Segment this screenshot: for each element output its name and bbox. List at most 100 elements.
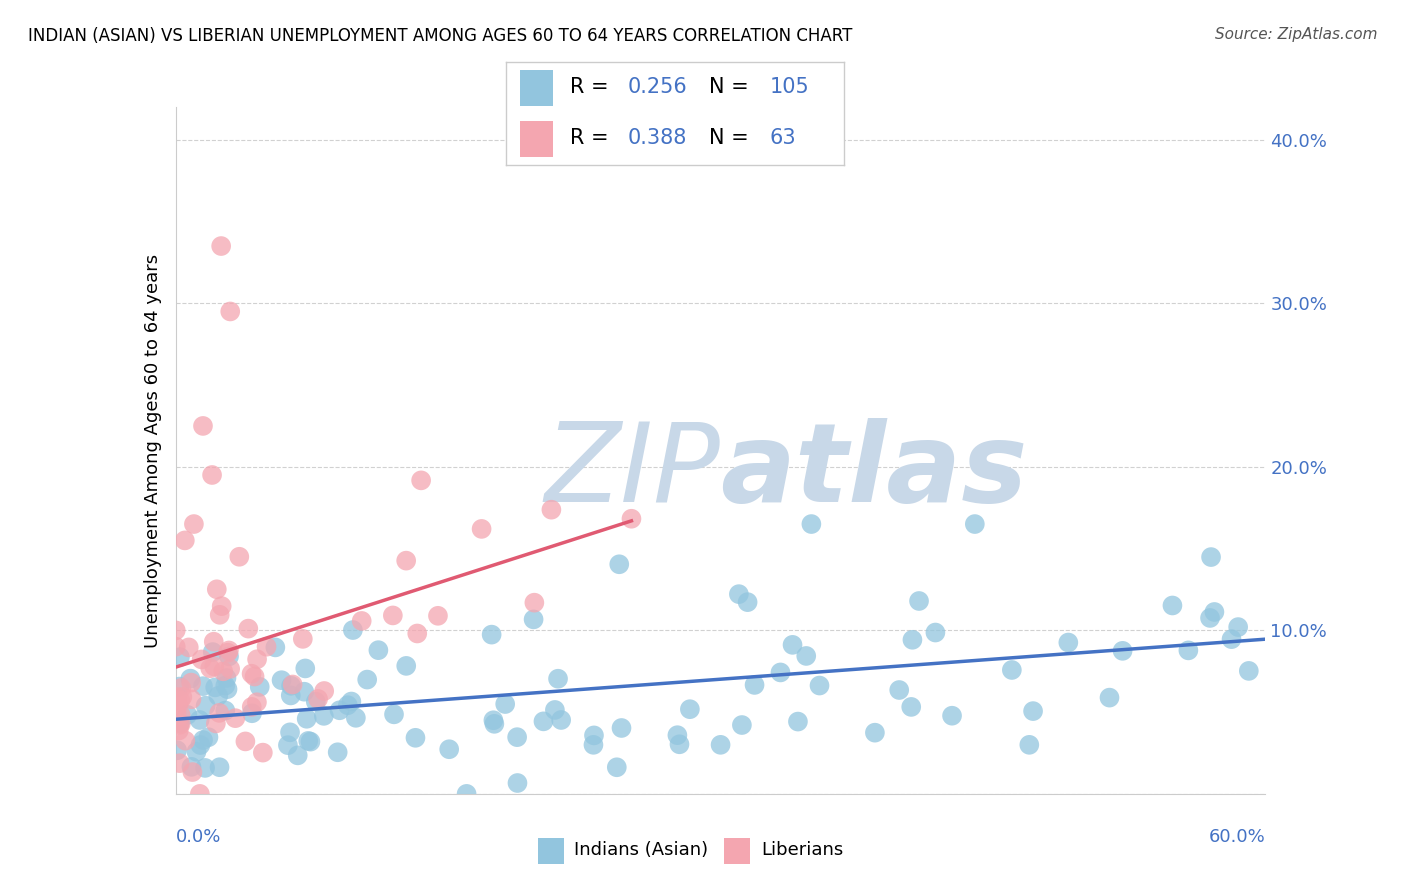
Text: R =: R = [571, 128, 616, 148]
Point [1057, 635, 1080, 649]
Point [197, 730, 219, 744]
Point [188, 713, 211, 727]
Point [173, 533, 195, 548]
Point [297, 734, 319, 748]
Point [228, 549, 250, 564]
Point [941, 708, 963, 723]
Point [1098, 690, 1121, 705]
Point [169, 718, 191, 732]
Point [482, 713, 505, 727]
Point [437, 742, 460, 756]
Point [180, 675, 202, 690]
Point [963, 516, 986, 531]
Point [166, 706, 188, 720]
Point [169, 716, 191, 731]
Point [314, 684, 336, 698]
Point [172, 690, 194, 704]
Point [312, 709, 335, 723]
Point [166, 690, 188, 704]
Point [214, 679, 236, 693]
Point [169, 707, 191, 722]
Point [194, 761, 217, 775]
Point [240, 699, 263, 714]
Point [523, 612, 546, 626]
Point [278, 725, 301, 739]
Point [737, 595, 759, 609]
Text: R =: R = [571, 77, 616, 97]
Point [484, 716, 506, 731]
Point [900, 700, 922, 714]
Point [305, 695, 328, 709]
Point [217, 646, 239, 660]
Text: 0.256: 0.256 [627, 77, 688, 97]
Point [506, 776, 529, 790]
Point [264, 640, 287, 655]
Point [381, 608, 404, 623]
Point [679, 702, 702, 716]
Point [205, 716, 228, 731]
Point [350, 614, 373, 628]
Point [170, 681, 193, 695]
Point [212, 665, 235, 679]
Point [169, 650, 191, 665]
Point [607, 558, 630, 572]
Point [547, 672, 569, 686]
Point [202, 634, 225, 648]
Point [201, 467, 224, 482]
Point [1022, 704, 1045, 718]
Point [190, 738, 212, 752]
Point [191, 733, 214, 747]
Point [481, 627, 503, 641]
Point [270, 673, 292, 688]
Point [356, 673, 378, 687]
Point [249, 680, 271, 694]
Bar [724, 838, 749, 863]
Point [177, 640, 200, 655]
Text: ZIP: ZIP [544, 417, 721, 524]
Point [666, 728, 689, 742]
Point [186, 745, 208, 759]
Point [395, 554, 418, 568]
Point [194, 698, 217, 713]
Point [281, 677, 304, 691]
Point [710, 738, 733, 752]
Point [280, 679, 302, 693]
Point [165, 640, 187, 654]
Point [340, 694, 363, 708]
Point [1204, 605, 1226, 619]
Point [252, 746, 274, 760]
Point [908, 594, 931, 608]
Point [169, 693, 191, 707]
Point [211, 599, 233, 614]
Point [191, 679, 214, 693]
Point [291, 632, 314, 646]
Point [214, 704, 236, 718]
Point [329, 703, 352, 717]
Point [787, 714, 810, 729]
Point [395, 659, 418, 673]
Point [246, 695, 269, 709]
Point [367, 643, 389, 657]
Text: Liberians: Liberians [761, 840, 844, 859]
Point [606, 760, 628, 774]
Point [240, 666, 263, 681]
Point [540, 502, 562, 516]
Point [217, 682, 239, 697]
Text: atlas: atlas [721, 417, 1028, 524]
Y-axis label: Unemployment Among Ages 60 to 64 years: Unemployment Among Ages 60 to 64 years [143, 253, 162, 648]
Text: Source: ZipAtlas.com: Source: ZipAtlas.com [1215, 27, 1378, 42]
Point [1237, 664, 1260, 678]
Point [769, 665, 792, 680]
Point [204, 681, 226, 695]
Point [1161, 599, 1184, 613]
Point [215, 671, 238, 685]
Point [728, 587, 751, 601]
Point [382, 707, 405, 722]
Point [219, 662, 242, 676]
Point [1220, 632, 1243, 647]
Point [307, 692, 329, 706]
Point [342, 623, 364, 637]
Point [901, 632, 924, 647]
Text: Indians (Asian): Indians (Asian) [575, 840, 709, 859]
Point [208, 607, 231, 622]
